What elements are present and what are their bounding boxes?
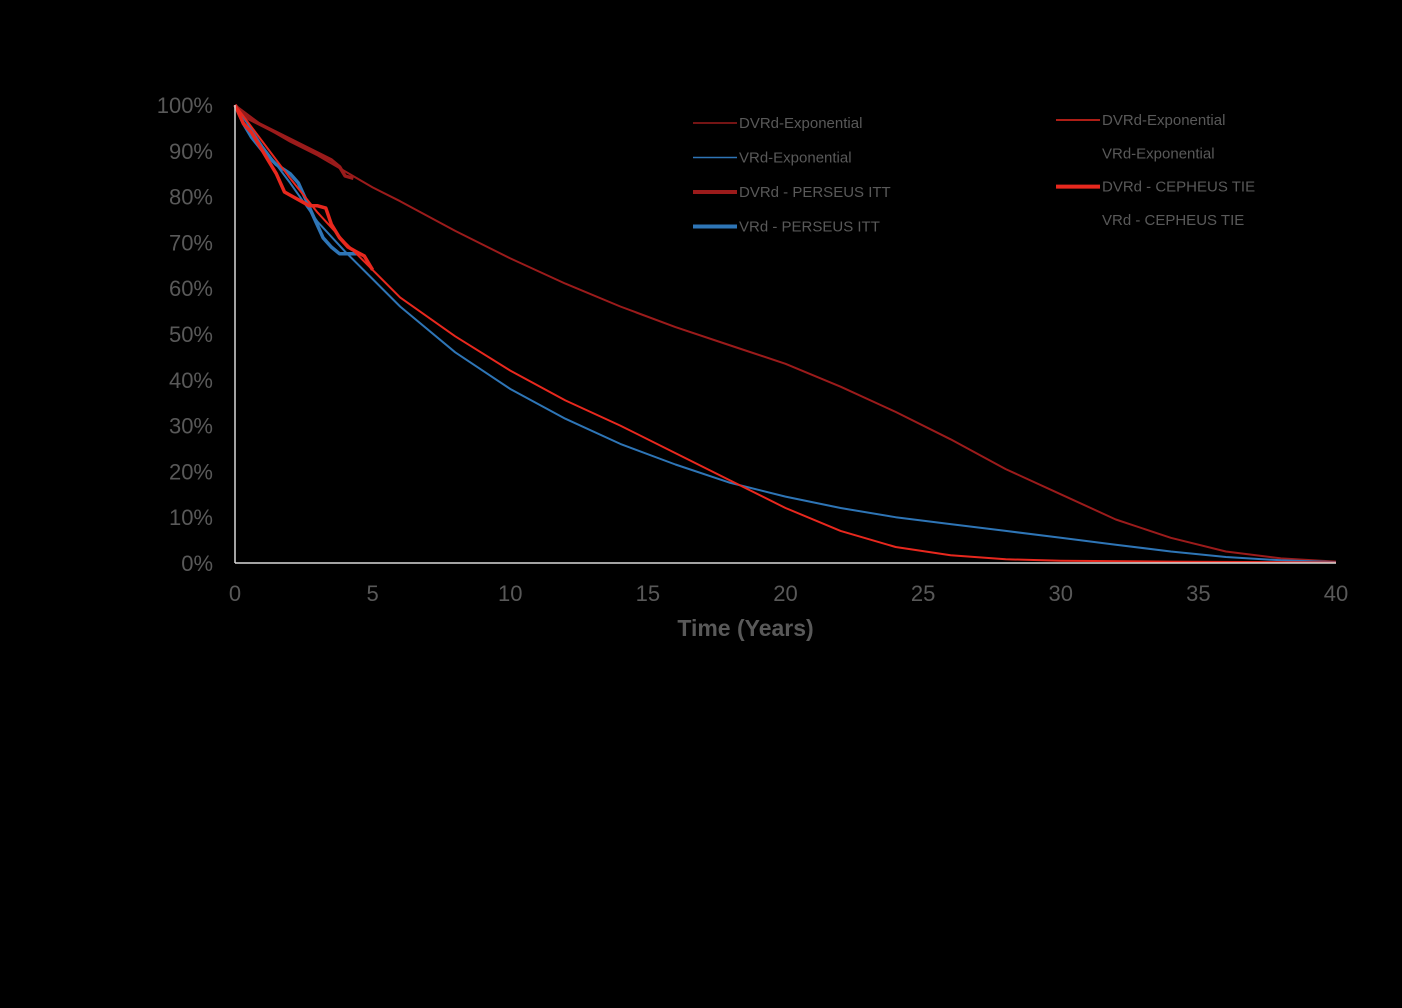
- legend-label: DVRd-Exponential: [1102, 112, 1225, 129]
- series-line-0: [234, 104, 1337, 563]
- axes: [234, 105, 1336, 564]
- y-tick-label: 90%: [169, 139, 213, 164]
- legend-label: VRd - CEPHEUS TIE: [1102, 212, 1244, 229]
- series-line-4: [234, 104, 1337, 564]
- y-tick-label: 100%: [157, 93, 213, 118]
- legend-label: VRd-Exponential: [1102, 145, 1215, 162]
- legend-label: DVRd - PERSEUS ITT: [739, 184, 891, 201]
- x-tick-label: 25: [911, 581, 935, 606]
- x-tick-label: 35: [1186, 581, 1210, 606]
- y-tick-label: 80%: [169, 185, 213, 210]
- x-axis-title: Time (Years): [677, 615, 813, 641]
- series-line-3: [233, 104, 359, 256]
- legend-label: VRd-Exponential: [739, 150, 852, 167]
- series-layer: [233, 103, 1337, 564]
- x-tick-label: 40: [1324, 581, 1348, 606]
- series-line-1: [234, 104, 1337, 564]
- x-tick-label: 20: [773, 581, 797, 606]
- y-tick-label: 40%: [169, 368, 213, 393]
- y-tick-label: 60%: [169, 276, 213, 301]
- legend-label: VRd - PERSEUS ITT: [739, 219, 880, 236]
- y-tick-label: 70%: [169, 230, 213, 255]
- x-tick-label: 30: [1049, 581, 1073, 606]
- y-tick-label: 0%: [181, 551, 213, 576]
- legend-label: DVRd-Exponential: [739, 115, 862, 132]
- x-tick-label: 0: [229, 581, 241, 606]
- y-tick-label: 10%: [169, 505, 213, 530]
- series-line-2: [233, 103, 354, 180]
- legend-label: DVRd - CEPHEUS TIE: [1102, 179, 1255, 196]
- y-tick-label: 20%: [169, 459, 213, 484]
- x-tick-label: 5: [367, 581, 379, 606]
- x-tick-label: 10: [498, 581, 522, 606]
- y-tick-label: 30%: [169, 414, 213, 439]
- tick-labels: 0 5 10 15 20 25 30 35 40 0% 10% 20% 30% 40% 50% 60% 70% 8…: [157, 93, 1349, 606]
- series-line-6: [233, 104, 375, 271]
- x-tick-label: 15: [636, 581, 660, 606]
- legend: DVRd-Exponential VRd-Exponential DVRd - PE…: [693, 112, 1255, 236]
- y-tick-label: 50%: [169, 322, 213, 347]
